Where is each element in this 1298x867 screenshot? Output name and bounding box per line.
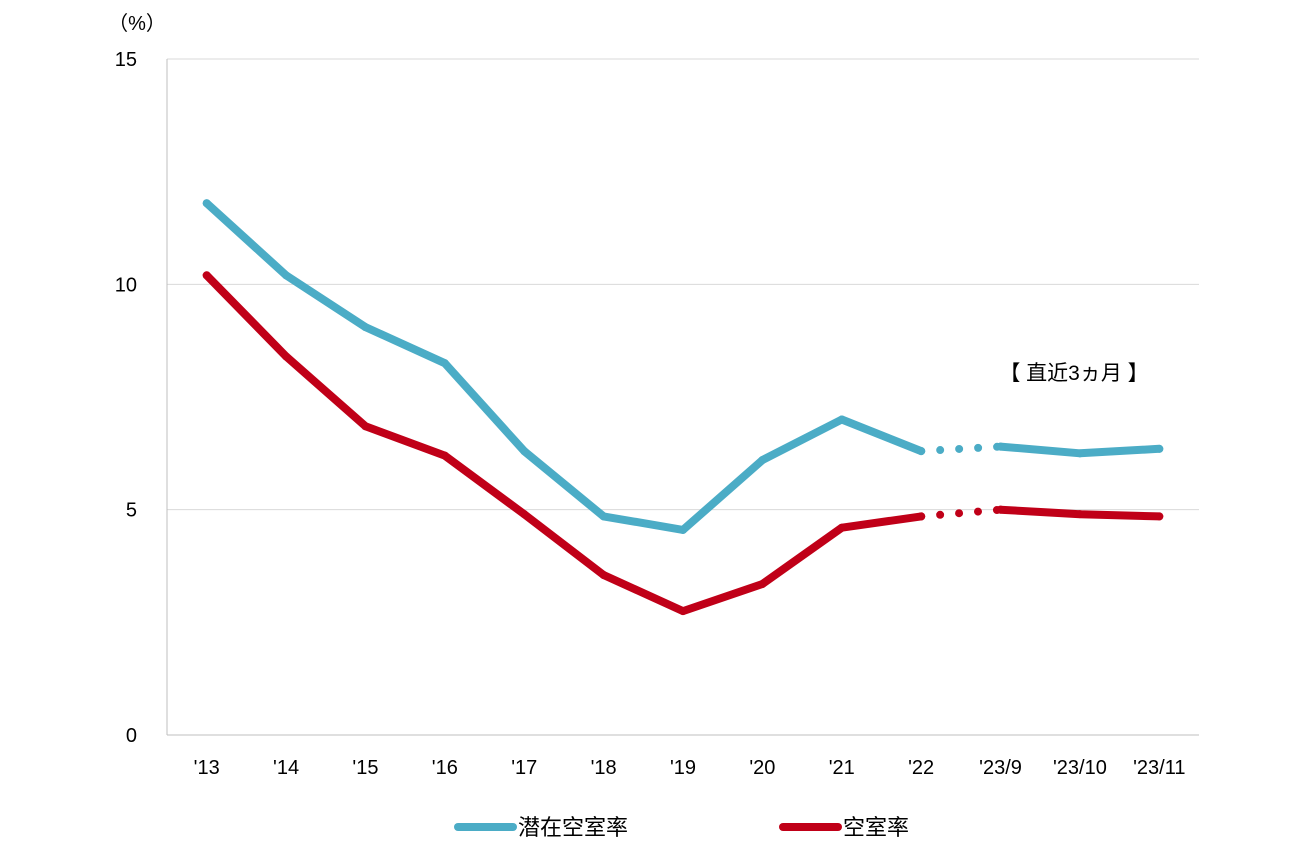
data-point	[837, 415, 846, 424]
series-lines	[202, 199, 1164, 616]
x-tick-label: '14	[273, 757, 299, 779]
data-point	[1075, 449, 1084, 458]
x-tick-label: '18	[591, 757, 617, 779]
x-tick-label: '23/9	[979, 757, 1022, 779]
data-point	[1075, 510, 1084, 519]
data-point	[282, 352, 291, 361]
grid-lines	[167, 58, 1199, 511]
data-point	[361, 422, 370, 431]
data-point	[679, 525, 687, 534]
data-point	[679, 607, 687, 616]
data-point	[758, 456, 767, 465]
data-point	[202, 271, 211, 280]
y-tick-label: 15	[115, 49, 137, 71]
series-1	[202, 271, 1164, 616]
legend-label-potential-vacancy: 潜在空室率	[518, 815, 628, 840]
data-point	[996, 505, 1005, 514]
x-tick-label: '22	[908, 757, 934, 779]
data-point	[1155, 512, 1164, 521]
legend-label-vacancy: 空室率	[843, 815, 909, 840]
x-tick-label: '20	[749, 757, 775, 779]
x-tick-label: '23/10	[1053, 757, 1107, 779]
x-tick-label: '16	[432, 757, 458, 779]
x-tick-label: '21	[829, 757, 855, 779]
data-point	[917, 447, 926, 456]
x-tick-label: '13	[194, 757, 220, 779]
data-point	[361, 323, 370, 332]
series-line-annual	[202, 271, 926, 616]
data-point	[758, 580, 767, 589]
series-line-dotted-gap	[917, 442, 1005, 456]
series-line-annual	[202, 199, 926, 534]
data-point	[837, 523, 846, 532]
data-point	[996, 442, 1005, 451]
x-tick-label: '17	[511, 757, 537, 779]
series-0	[202, 199, 1164, 534]
data-point	[440, 451, 449, 460]
data-point	[917, 512, 926, 521]
y-tick-label: 0	[126, 725, 137, 747]
data-point	[202, 199, 211, 208]
data-point	[599, 512, 608, 521]
x-tick-labels: '13 '14 '15 '16 '17 '18 '19 '20 '21 '22 '23/9 '23/1…	[194, 757, 1186, 779]
data-point	[282, 271, 291, 280]
y-unit-label: （%）	[108, 12, 166, 35]
x-tick-label: '15	[352, 757, 378, 779]
x-tick-label: '23/11	[1133, 757, 1185, 779]
x-tick-label: '19	[670, 757, 696, 779]
data-point	[1155, 444, 1164, 453]
recent-months-annotation: 【 直近3ヵ月 】	[999, 362, 1148, 385]
y-tick-label: 5	[126, 500, 137, 522]
y-tick-label: 10	[115, 274, 137, 296]
legend: 潜在空室率 空室率	[454, 815, 909, 840]
data-point	[440, 359, 449, 368]
series-line-dotted-gap	[917, 505, 1005, 521]
y-tick-labels: 0 5 10 15	[115, 49, 137, 747]
data-point	[599, 571, 608, 580]
data-point	[520, 510, 529, 519]
data-point	[520, 447, 529, 456]
